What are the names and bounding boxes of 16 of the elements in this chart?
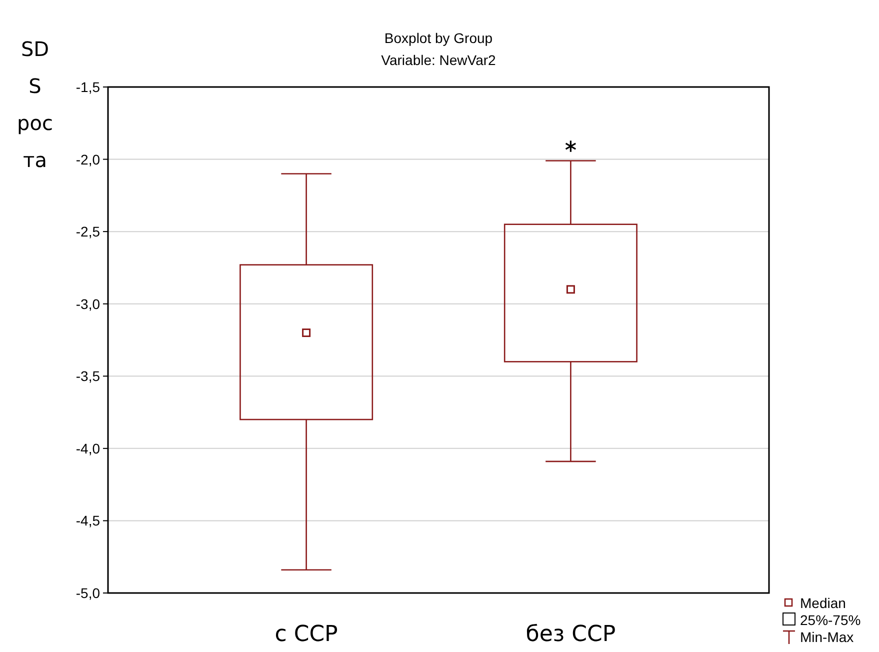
y-tick-label: -2,0 [76,151,100,168]
x-tick-label: без ССР [526,622,616,647]
y-tick-label: -3,5 [76,368,100,384]
x-tick-label: с ССР [274,622,338,647]
text: Median [800,595,846,611]
chart-title: Boxplot by Group [384,30,493,46]
y-tick-label: -2,5 [76,224,100,240]
y-tick-label: -4,0 [76,440,100,456]
chart-subtitle: Variable: NewVar2 [381,52,496,68]
y-tick-label: -5,0 [76,585,100,601]
text: 25%-75% [800,612,861,628]
y-axis-title: SD S рос та [17,37,53,172]
text: Min-Max [800,629,854,645]
y-tick-label: -3,0 [76,296,100,312]
y-tick-label: -4,5 [76,512,100,529]
y-tick-label: -1,5 [76,79,100,95]
